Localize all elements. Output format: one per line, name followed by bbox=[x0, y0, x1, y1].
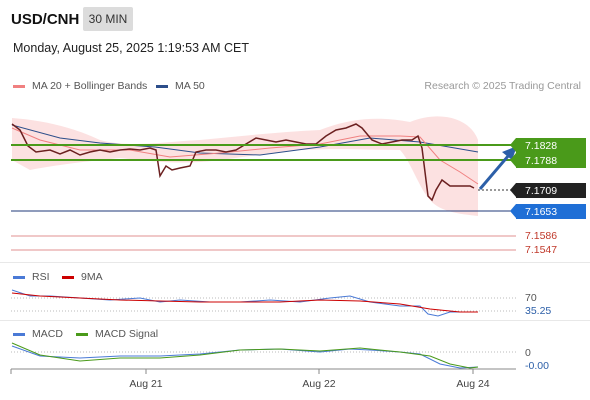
symbol-title: USD/CNH bbox=[11, 11, 80, 28]
legend-swatch-ma20 bbox=[13, 84, 25, 88]
legend-swatch-macd-signal bbox=[76, 332, 88, 336]
x-label-aug21: Aug 21 bbox=[129, 378, 163, 390]
legend-macd: MACD bbox=[13, 328, 63, 340]
timeframe-badge[interactable]: 30 MIN bbox=[83, 7, 133, 31]
panel-divider-1 bbox=[0, 262, 590, 263]
legend-rsi: RSI bbox=[13, 271, 50, 283]
legend-swatch-9ma bbox=[62, 275, 74, 279]
macd-line bbox=[11, 345, 479, 369]
research-credit: Research © 2025 Trading Central bbox=[424, 80, 581, 92]
price-tag-last: 7.1709 bbox=[510, 183, 586, 198]
rsi-value-label: 35.25 bbox=[525, 305, 552, 317]
legend-label-rsi: RSI bbox=[32, 271, 50, 283]
level-label-1: 7.1586 bbox=[525, 230, 558, 242]
legend-label-9ma: 9MA bbox=[81, 271, 103, 283]
legend-macd-signal: MACD Signal bbox=[76, 328, 158, 340]
legend-swatch-ma50 bbox=[156, 84, 168, 88]
macd-zero-label: 0 bbox=[525, 347, 531, 359]
price-candles bbox=[11, 123, 475, 202]
ma50-line bbox=[11, 124, 479, 156]
macd-value-label: -0.00 bbox=[525, 360, 549, 372]
legend-rsi-9ma: 9MA bbox=[62, 271, 103, 283]
legend-label-ma20: MA 20 + Bollinger Bands bbox=[32, 80, 148, 92]
price-tag-resistance-1: 7.1828 bbox=[510, 138, 586, 153]
x-label-aug22: Aug 22 bbox=[302, 378, 336, 390]
price-tag-resistance-2: 7.1788 bbox=[510, 153, 586, 168]
forecast-arrow-line bbox=[478, 154, 511, 190]
legend-ma50: MA 50 bbox=[156, 80, 205, 92]
legend-swatch-rsi bbox=[13, 275, 25, 279]
price-tag-support: 7.1653 bbox=[510, 204, 586, 219]
rsi-line bbox=[11, 289, 478, 317]
level-label-2: 7.1547 bbox=[525, 244, 558, 256]
bollinger-band-area bbox=[12, 116, 478, 216]
panel-divider-2 bbox=[0, 320, 590, 321]
rsi-9ma-line bbox=[11, 292, 478, 313]
legend-label-macd: MACD bbox=[32, 328, 63, 340]
x-label-aug24: Aug 24 bbox=[456, 378, 490, 390]
legend-ma20: MA 20 + Bollinger Bands bbox=[13, 80, 147, 92]
macd-signal-line bbox=[11, 342, 479, 369]
timestamp: Monday, August 25, 2025 1:19:53 AM CET bbox=[13, 41, 250, 55]
legend-swatch-macd bbox=[13, 332, 25, 336]
legend-label-macd-signal: MACD Signal bbox=[95, 328, 159, 340]
rsi-level-label-70: 70 bbox=[525, 292, 537, 304]
legend-label-ma50: MA 50 bbox=[175, 80, 205, 92]
